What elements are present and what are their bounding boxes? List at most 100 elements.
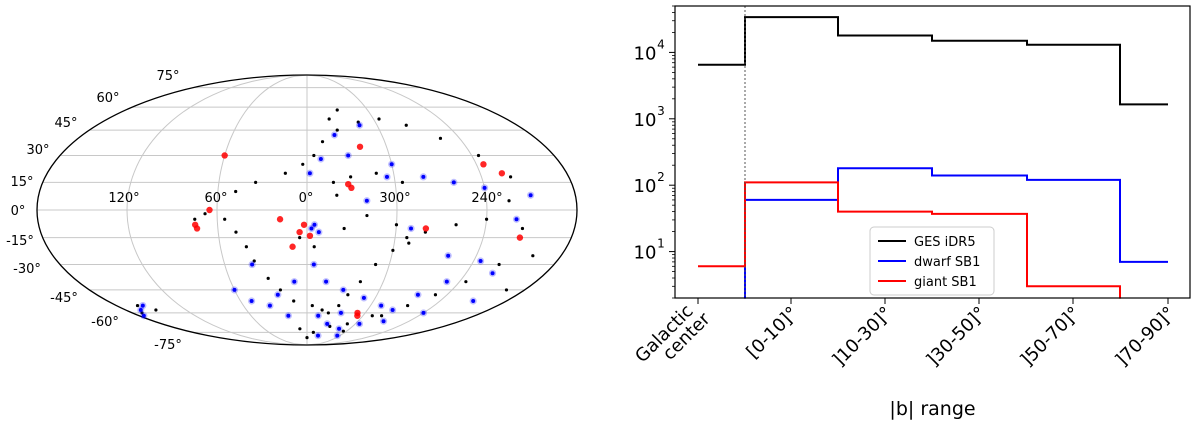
- ges-field-point: [234, 189, 238, 194]
- giant-sb1-point: [276, 216, 284, 223]
- giant-sb1-point: [498, 170, 506, 177]
- ges-field-point: [244, 245, 248, 249]
- dwarf-sb1-point: [316, 230, 321, 235]
- histogram-frame: [674, 5, 1191, 299]
- ges-field-point: [405, 236, 409, 240]
- dwarf-sb1-point: [444, 279, 449, 284]
- ges-field-point: [193, 217, 197, 221]
- ges-field-point: [407, 241, 411, 245]
- latitude-label: -30°: [13, 262, 41, 277]
- sky-map-grid: [36, 74, 578, 346]
- ges-field-point: [292, 299, 296, 303]
- dwarf-sb1-point: [292, 279, 297, 284]
- dwarf-sb1-point: [316, 333, 321, 338]
- dwarf-sb1-point: [309, 226, 314, 231]
- giant-sb1-point: [296, 228, 303, 236]
- ges-field-point: [356, 120, 360, 124]
- longitude-label: 300°: [379, 191, 410, 206]
- ges-field-point: [345, 322, 349, 326]
- meridian-grid-line: [306, 74, 398, 346]
- dwarf-sb1-point: [318, 156, 323, 161]
- latitude-label: 60°: [96, 91, 119, 106]
- ges-field-point: [531, 254, 535, 258]
- ges-field-point: [254, 180, 258, 184]
- dwarf-sb1-point: [249, 299, 254, 304]
- ges-field-point: [520, 226, 525, 231]
- ges-field-point: [508, 175, 513, 179]
- x-tick-label: ]70-90]°: [1111, 303, 1179, 371]
- dwarf-sb1-point: [307, 171, 312, 176]
- longitude-label: 0°: [299, 191, 314, 206]
- legend-label: GES iDR5: [914, 235, 976, 250]
- ges-field-point: [301, 162, 305, 166]
- ges-field-point: [278, 288, 283, 292]
- latitude-label: 30°: [26, 143, 49, 158]
- x-tick-label: ]50-70]°: [1016, 303, 1084, 371]
- dwarf-sb1-point: [337, 326, 342, 331]
- sky-map-boundary: [36, 74, 578, 346]
- ges-field-point: [464, 280, 468, 284]
- ges-field-point: [394, 223, 399, 227]
- dwarf-sb1-point: [384, 174, 389, 179]
- giant-sb1-point: [354, 312, 361, 319]
- dwarf-sb1-point: [335, 333, 340, 338]
- x-tick-label: ]30-50]°: [922, 303, 990, 371]
- ges-field-point: [433, 293, 438, 297]
- ges-field-point: [484, 217, 489, 221]
- dwarf-sb1-point: [346, 153, 351, 158]
- dwarf-sb1-point: [312, 222, 317, 227]
- giant-sb1-point: [516, 234, 524, 241]
- sky-map-labels: 120° 60° 0° 300° 240° 75° 60° 45° 30° 15° 0° -15° -3…: [6, 69, 503, 353]
- latitude-label: -75°: [154, 338, 182, 353]
- dwarf-sb1-point: [409, 226, 414, 231]
- latitude-label: -15°: [6, 234, 34, 249]
- giant-sb1-point: [206, 206, 213, 214]
- dwarf-sb1-point: [364, 198, 369, 203]
- ges-field-point: [266, 276, 270, 280]
- giant-sb1-point: [221, 152, 228, 159]
- dwarf-sb1-point: [478, 259, 483, 264]
- ges-field-point: [252, 259, 256, 263]
- y-tick-label: 10: [634, 243, 657, 264]
- ges-field-point: [379, 314, 384, 318]
- y-tick-exponent: 4: [657, 37, 665, 51]
- dwarf-sb1-point: [275, 292, 280, 297]
- dwarf-sb1-point: [389, 162, 394, 167]
- ges-field-point: [370, 314, 374, 318]
- ges-field-point: [342, 226, 346, 231]
- meridian-grid-line: [126, 74, 308, 346]
- ges-field-point: [305, 336, 309, 340]
- ges-field-point: [374, 171, 378, 175]
- dwarf-sb1-point: [381, 319, 386, 324]
- legend-box: [869, 226, 995, 296]
- dwarf-sb1-point: [286, 313, 291, 318]
- latitude-label: 75°: [156, 69, 179, 84]
- latitude-label: 45°: [54, 116, 77, 131]
- y-tick-exponent: 3: [657, 104, 665, 118]
- histogram-legend: GES iDR5 dwarf SB1 giant SB1: [869, 226, 995, 296]
- ges-field-point: [507, 199, 511, 203]
- x-axis-label: |b| range: [889, 398, 975, 420]
- longitude-label: 60°: [204, 191, 227, 206]
- ges-field-point: [223, 217, 227, 221]
- giant-sb1-point: [300, 221, 308, 228]
- histogram-step-line: [698, 181, 1168, 304]
- ges-field-point: [154, 308, 158, 312]
- dwarf-sb1-point: [357, 123, 362, 128]
- ges-field-point: [341, 329, 345, 333]
- legend-label: dwarf SB1: [914, 255, 980, 270]
- dwarf-sb1-point: [325, 321, 330, 326]
- latitude-label: 0°: [11, 204, 26, 219]
- dwarf-sb1-point: [528, 193, 533, 198]
- histogram-step-line: [698, 16, 1168, 106]
- dwarf-sb1-point: [379, 303, 384, 308]
- dwarf-sb1-point: [332, 132, 337, 137]
- ges-field-point: [312, 153, 316, 158]
- giant-sb1-point: [193, 225, 201, 232]
- dwarf-sb1-point: [138, 308, 143, 313]
- ges-field-point: [234, 230, 238, 234]
- latitude-label: -60°: [91, 315, 119, 330]
- meridian-grid-line: [216, 74, 308, 346]
